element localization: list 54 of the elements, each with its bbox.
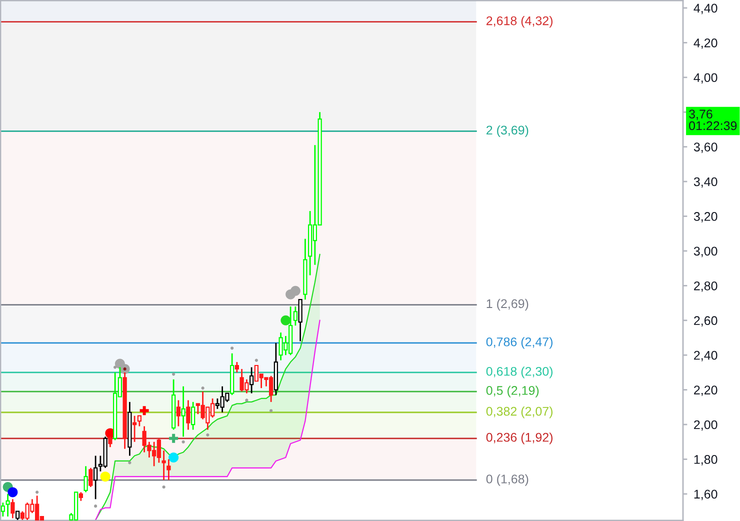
point <box>206 433 210 436</box>
ref-line-label: 2,618 (4,32) <box>486 16 553 28</box>
point <box>182 440 185 444</box>
candlestick <box>166 458 171 481</box>
y-tick-label: 2,20 <box>694 386 718 396</box>
candlestick <box>186 400 190 430</box>
y-tick-label: 3,60 <box>694 142 718 153</box>
point <box>270 409 273 412</box>
y-tick-label: 3,20 <box>694 212 718 222</box>
ref-line-label: 2 (3,69) <box>486 125 528 138</box>
y-tick-label: 4,00 <box>694 73 718 84</box>
candlestick <box>108 436 112 448</box>
ref-line-label: 0,5 (2,19) <box>486 386 539 398</box>
ref-line-label: 1 (2,69) <box>486 298 528 311</box>
point <box>172 372 176 376</box>
point <box>140 406 149 416</box>
candlestick <box>162 450 166 481</box>
line-series <box>95 320 320 520</box>
y-tick-label: 3,40 <box>694 177 718 188</box>
ref-line-label: 0 (1,68) <box>486 474 528 486</box>
point <box>114 366 117 369</box>
point <box>169 434 178 443</box>
candlestick <box>176 400 181 427</box>
y-tick-label: 2,00 <box>694 420 718 431</box>
point <box>128 461 132 464</box>
candlestick <box>10 498 15 519</box>
y-tick-label: 2,40 <box>694 350 718 362</box>
candlestick <box>6 493 10 518</box>
y-tick-label: 3,00 <box>694 246 718 258</box>
point <box>201 386 204 390</box>
text: 3,76 01:22:39 <box>689 110 737 130</box>
y-tick-label: 2,60 <box>694 316 718 327</box>
point <box>162 485 166 489</box>
ref-line-label: 0,618 (2,30) <box>486 366 553 378</box>
y-tick-label: 2,80 <box>694 281 718 292</box>
y-tick-label: 1,60 <box>694 490 718 500</box>
candlestick <box>132 415 137 443</box>
y-tick-label: 4,20 <box>694 38 718 49</box>
point <box>254 358 258 362</box>
point <box>230 346 234 350</box>
point <box>36 490 39 494</box>
y-tick-label: 1,80 <box>694 455 718 466</box>
candlestick <box>137 415 142 427</box>
candlestick <box>190 401 196 430</box>
ref-line-label: 0,786 (2,47) <box>486 337 553 349</box>
point <box>245 398 248 402</box>
candlestick <box>0 502 6 518</box>
ref-line-label: 0,236 (1,92) <box>486 432 553 444</box>
ref-line-label: 0,382 (2,07) <box>486 406 553 418</box>
point <box>94 504 98 508</box>
candlestick <box>234 361 240 374</box>
candlestick <box>181 386 186 438</box>
y-tick-label: 4,40 <box>694 4 718 14</box>
candlestick <box>88 467 93 488</box>
